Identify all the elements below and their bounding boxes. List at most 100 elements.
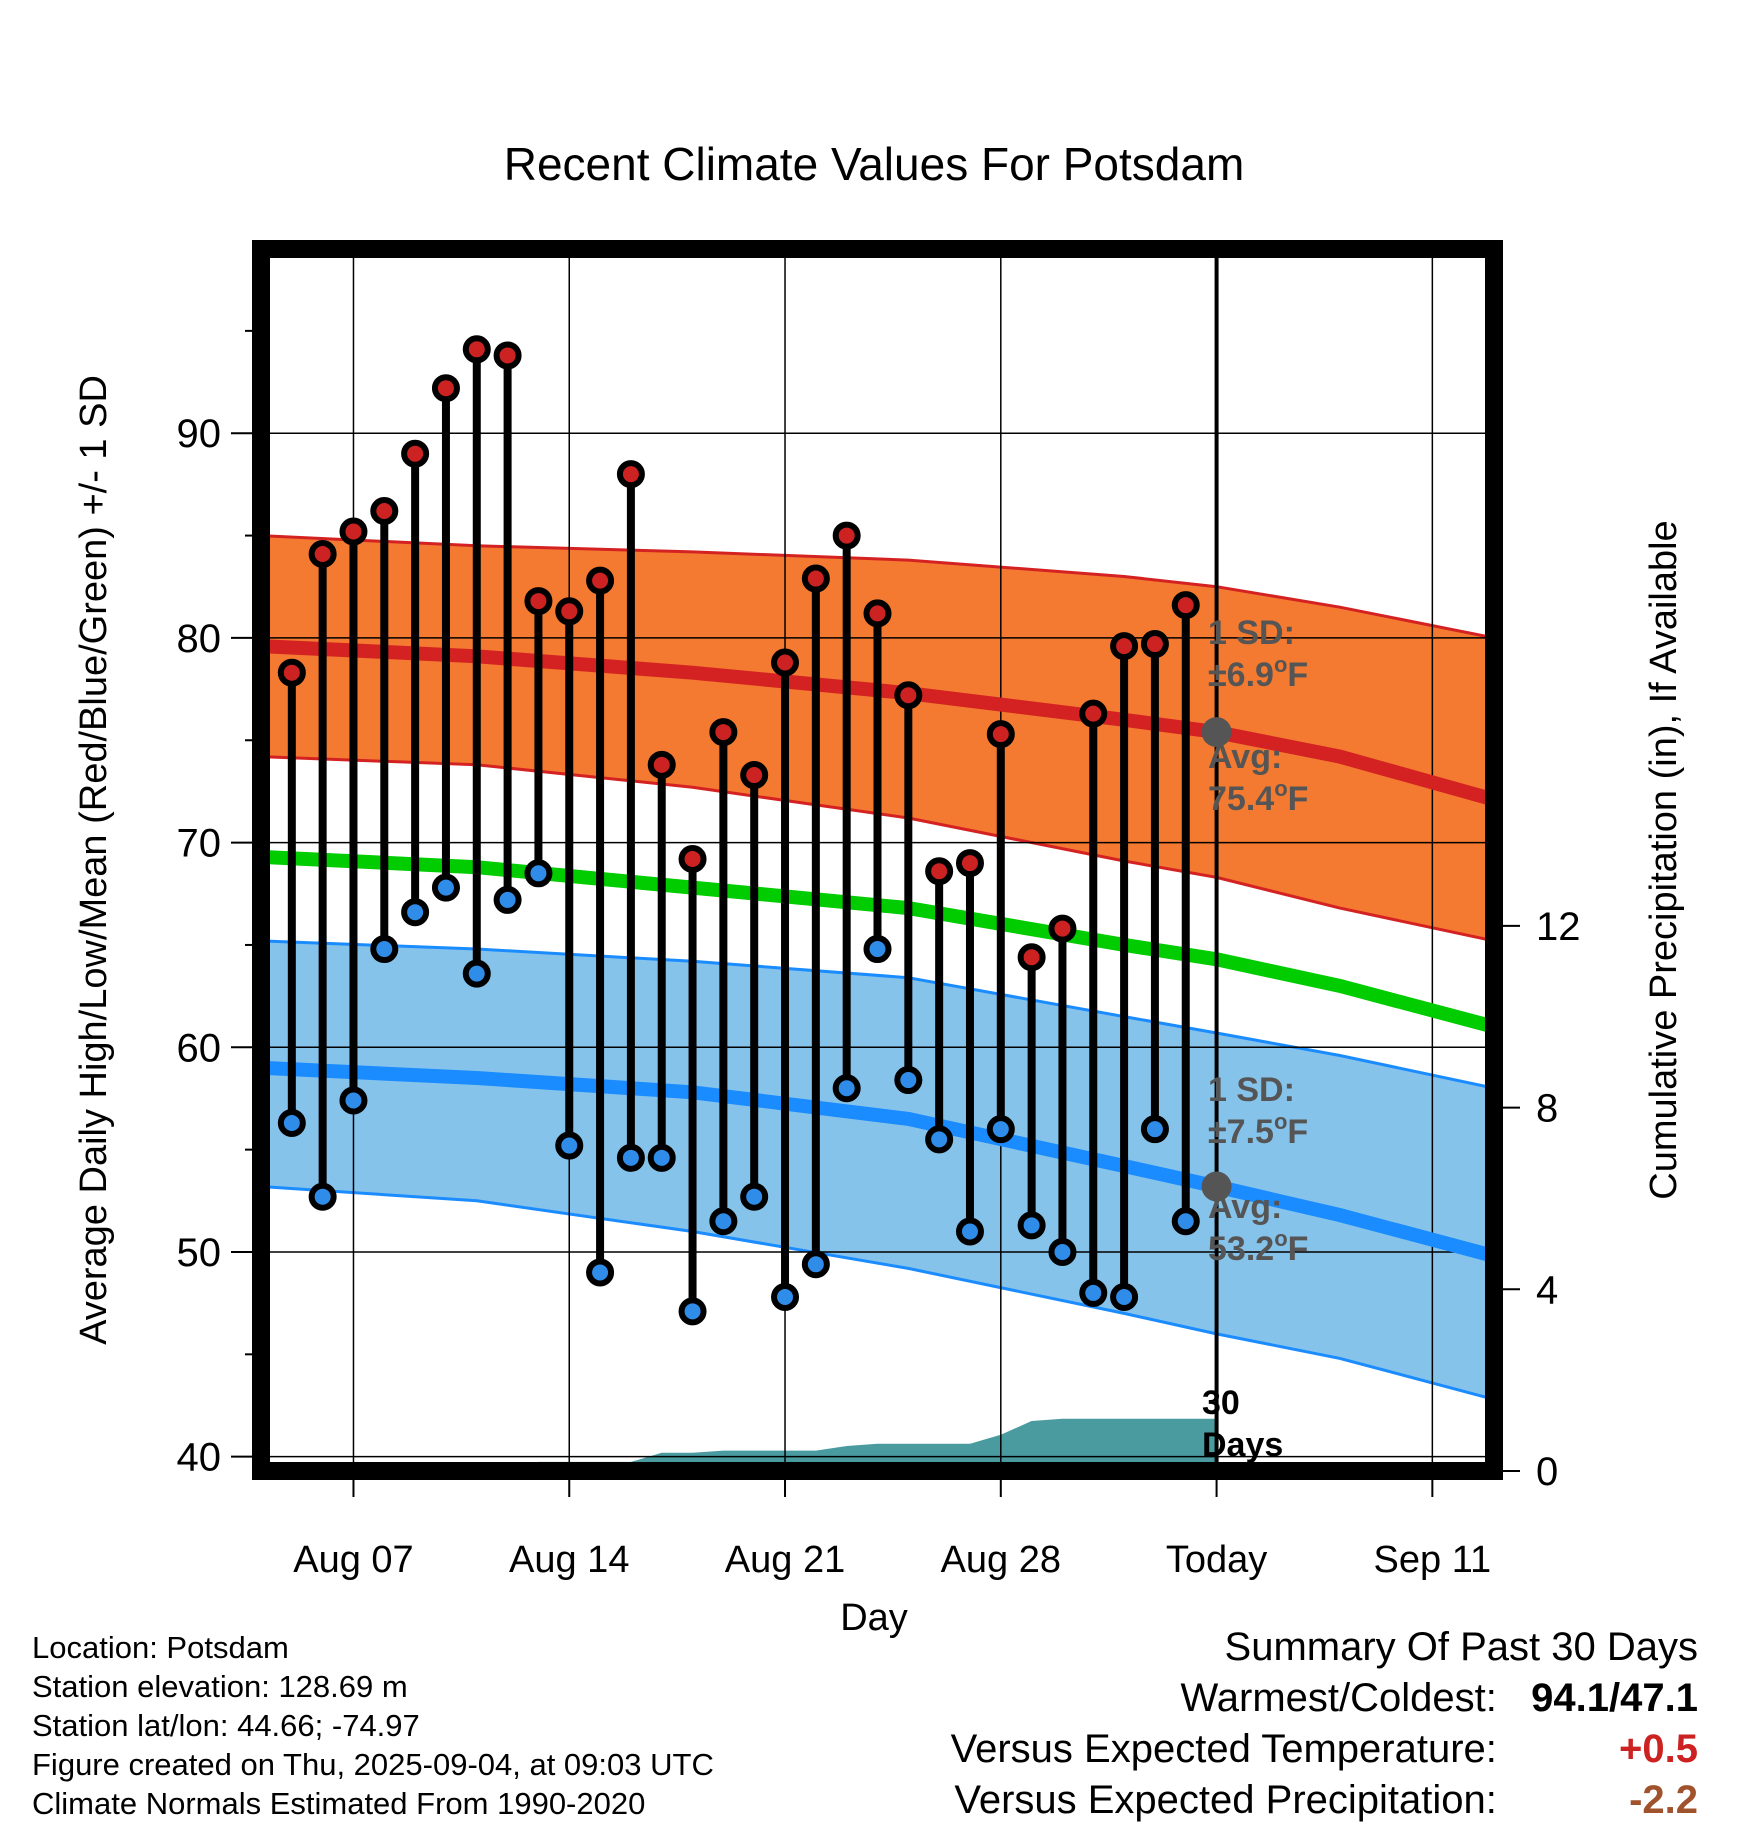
high-temp-point [431, 374, 460, 403]
low-sd-unit: F [1287, 1113, 1308, 1151]
high-sd-text: 1 SD: [1208, 614, 1295, 652]
low-temp-point [955, 1217, 984, 1246]
low-avg-line: 53.2oF [1208, 1226, 1308, 1268]
y-axis-label: Average Daily High/Low/Mean (Red/Blue/Gr… [73, 375, 115, 1345]
high-temp-point [709, 718, 738, 747]
low-temp-point [370, 935, 399, 964]
low-temp-point [647, 1143, 676, 1172]
low-sd-degree: o [1274, 1109, 1287, 1134]
y2-tick-label: 12 [1536, 905, 1581, 949]
low-temp-point [1110, 1283, 1139, 1312]
summary-panel: Summary Of Past 30 Days Warmest/Coldest:… [951, 1622, 1698, 1826]
x-tick-label: Today [1166, 1539, 1267, 1581]
temp-label: Versus Expected Temperature: [950, 1727, 1497, 1771]
low-temp-point [586, 1258, 615, 1287]
high-temp-point [555, 597, 584, 626]
high-temp-point [370, 497, 399, 526]
high-temp-point [832, 521, 861, 550]
low-avg-value: 53.2 [1208, 1230, 1274, 1268]
high-temp-point [894, 681, 923, 710]
low-temp-point [1140, 1115, 1169, 1144]
period-label: 30 Days [1202, 1384, 1283, 1464]
high-temp-point [401, 439, 430, 468]
high-temp-point [277, 658, 306, 687]
created-text: Figure created on Thu, 2025-09-04, at 09… [32, 1747, 714, 1782]
low-temp-point [555, 1131, 584, 1160]
normals-text: Climate Normals Estimated From 1990-2020 [32, 1786, 646, 1821]
low-temp-point [308, 1182, 337, 1211]
low-avg-line [261, 1060, 1494, 1263]
today-low-avg-marker [1201, 1171, 1232, 1202]
low-temp-point [616, 1143, 645, 1172]
low-temp-point [1171, 1207, 1200, 1236]
high-sd-line: ±6.9oF [1208, 652, 1308, 694]
low-temp-point [339, 1086, 368, 1115]
high-temp-point [616, 460, 645, 489]
x-tick-label: Aug 07 [293, 1539, 413, 1581]
high-temp-point [955, 849, 984, 878]
low-sd-line: ±7.5oF [1208, 1109, 1308, 1151]
high-avg-line: 75.4oF [1208, 776, 1308, 818]
high-annotation: 1 SD: ±6.9oF Avg: 75.4oF [1208, 614, 1308, 818]
temp-value: +0.5 [1619, 1727, 1698, 1771]
period-label-line: Days [1202, 1426, 1283, 1464]
high-avg-text: Avg: [1208, 738, 1282, 776]
cumulative-precip-area [291, 1418, 1217, 1471]
high-temp-point [524, 587, 553, 616]
y2-axis-label: Cumulative Precipitation (in), If Availa… [1643, 520, 1685, 1199]
low-temp-point [863, 935, 892, 964]
y2-tick-label: 4 [1536, 1268, 1558, 1312]
low-temp-point [1079, 1278, 1108, 1307]
today-high-avg-marker [1201, 717, 1232, 748]
y2-tick-label: 0 [1536, 1450, 1558, 1494]
high-avg-value: 75.4 [1208, 780, 1274, 818]
low-temp-point [462, 959, 491, 988]
elevation-text: Station elevation: 128.69 m [32, 1669, 408, 1704]
low-temp-point [801, 1250, 830, 1279]
low-sd-text: 1 SD: [1208, 1071, 1295, 1109]
y2-tick-label: 8 [1536, 1087, 1558, 1131]
high-temp-point [678, 844, 707, 873]
high-temp-point [925, 857, 954, 886]
high-sd-value: ±6.9 [1208, 656, 1274, 694]
high-avg-unit: F [1288, 780, 1309, 818]
chart-title: Recent Climate Values For Potsdam [504, 138, 1245, 190]
high-temp-point [1048, 914, 1077, 943]
low-sd-value: ±7.5 [1208, 1113, 1274, 1151]
y-tick-label: 80 [177, 617, 222, 661]
low-temp-point [832, 1074, 861, 1103]
y-tick-label: 60 [177, 1026, 222, 1070]
high-temp-point [1140, 630, 1169, 659]
high-temp-point [1110, 632, 1139, 661]
high-temp-point [339, 517, 368, 546]
low-annotation: 1 SD: ±7.5oF Avg: 53.2oF [1208, 1071, 1308, 1268]
summary-warm-cold-row: Warmest/Coldest: 94.1/47.1 [951, 1673, 1699, 1724]
low-temp-point [709, 1207, 738, 1236]
precip-value: -2.2 [1629, 1778, 1698, 1822]
y-tick-label: 50 [177, 1231, 222, 1275]
y-tick-label: 40 [177, 1436, 222, 1480]
low-temp-point [431, 873, 460, 902]
high-temp-point [308, 539, 337, 568]
precip-label: Versus Expected Precipitation: [954, 1778, 1497, 1822]
low-sd-lower-edge [261, 1185, 1494, 1401]
x-tick-label: Aug 21 [725, 1539, 845, 1581]
high-temp-point [986, 720, 1015, 749]
low-avg-unit: F [1288, 1230, 1309, 1268]
high-temp-point [586, 566, 615, 595]
low-temp-point [493, 885, 522, 914]
high-temp-point [462, 335, 491, 364]
high-temp-point [771, 648, 800, 677]
high-sd-degree: o [1274, 652, 1287, 677]
high-sd-upper-edge [261, 534, 1494, 640]
warm-cold-label: Warmest/Coldest: [1180, 1676, 1497, 1720]
low-temp-point [771, 1283, 800, 1312]
observation-marks [277, 335, 1232, 1326]
low-temp-point [894, 1066, 923, 1095]
mean-avg-line [261, 849, 1494, 1034]
location-text: Location: Potsdam [32, 1630, 289, 1665]
low-temp-point [925, 1125, 954, 1154]
low-temp-point [524, 859, 553, 888]
low-avg-text: Avg: [1208, 1188, 1282, 1226]
